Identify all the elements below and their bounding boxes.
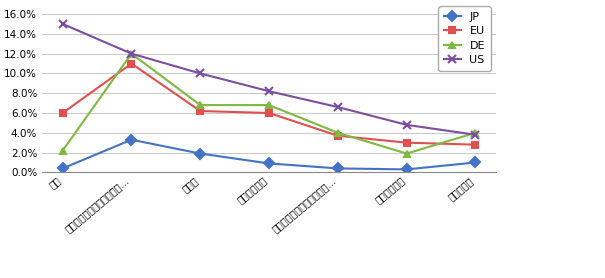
DE [334,131,341,135]
US [334,105,341,109]
EU [128,62,135,65]
Legend: JP, EU, DE, US: JP, EU, DE, US [439,6,491,71]
DE [472,131,479,135]
DE [266,103,273,107]
EU [472,143,479,146]
US [197,72,204,75]
DE [403,152,410,155]
EU [403,141,410,144]
EU [197,109,204,113]
US [472,133,479,136]
US [403,123,410,126]
JP [472,161,479,164]
JP [266,162,273,165]
US [266,90,273,93]
US [59,22,67,26]
DE [128,52,135,55]
DE [197,103,204,107]
EU [334,134,341,137]
JP [59,167,67,170]
US [128,52,135,55]
Line: EU: EU [59,60,479,148]
JP [403,168,410,171]
EU [59,111,67,115]
JP [334,167,341,170]
DE [59,149,67,152]
JP [197,152,204,155]
Line: US: US [59,20,480,139]
EU [266,111,273,115]
Line: JP: JP [59,136,479,173]
JP [128,138,135,142]
Line: DE: DE [59,50,479,157]
